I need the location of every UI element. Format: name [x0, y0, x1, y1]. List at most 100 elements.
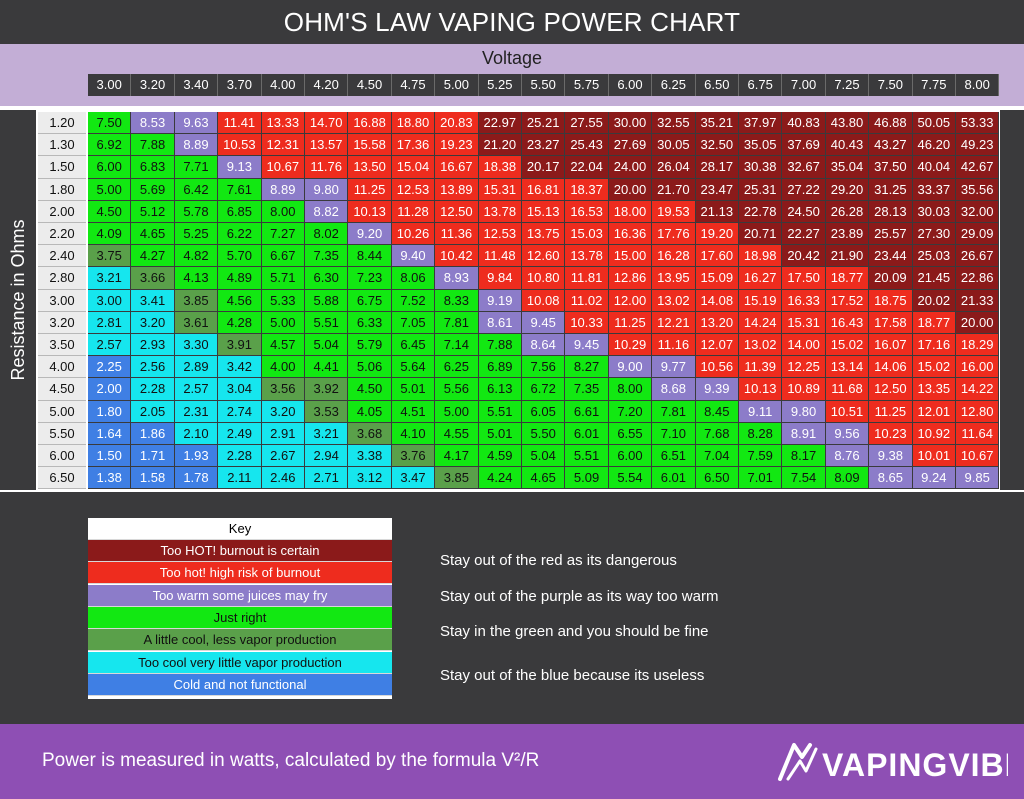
power-cell: 20.42: [782, 245, 826, 268]
power-cell: 13.33: [261, 112, 305, 135]
power-cell: 10.33: [565, 311, 609, 334]
power-cell: 25.03: [912, 245, 956, 268]
power-cell: 13.75: [522, 223, 566, 246]
power-cell: 13.89: [435, 178, 479, 201]
resistance-tick: 4.50: [38, 378, 86, 401]
power-cell: 6.33: [348, 311, 392, 334]
power-cell: 9.45: [565, 334, 609, 357]
power-cell: 10.26: [391, 223, 436, 246]
power-cell: 3.53: [305, 400, 349, 423]
power-cell: 14.06: [869, 356, 913, 379]
power-cell: 9.24: [912, 467, 956, 490]
power-cell: 8.61: [478, 311, 522, 334]
power-cell: 10.92: [912, 422, 956, 445]
power-cell: 18.00: [608, 200, 653, 223]
power-cell: 6.75: [348, 289, 392, 312]
power-cell: 11.02: [565, 289, 609, 312]
voltage-tick: 4.50: [348, 74, 392, 96]
voltage-tick: 7.00: [782, 74, 826, 96]
power-cell: 8.68: [652, 378, 696, 401]
power-cell: 21.13: [695, 200, 739, 223]
power-cell: 14.00: [782, 334, 826, 357]
power-cell: 24.00: [608, 156, 653, 179]
power-cell: 5.06: [348, 356, 392, 379]
power-cell: 27.22: [782, 178, 826, 201]
power-cell: 3.42: [218, 356, 262, 379]
power-cell: 10.89: [782, 378, 826, 401]
power-cell: 25.43: [565, 134, 609, 157]
power-cell: 3.38: [348, 445, 392, 468]
power-cell: 10.08: [522, 289, 566, 312]
power-cell: 6.89: [478, 356, 522, 379]
power-cell: 8.44: [348, 245, 392, 268]
y-axis-band: [0, 110, 36, 490]
power-cell: 5.25: [174, 223, 219, 246]
power-cell: 8.17: [782, 445, 826, 468]
power-cell: 9.63: [174, 112, 219, 135]
power-cell: 5.69: [131, 178, 175, 201]
power-cell: 25.21: [522, 112, 566, 135]
power-cell: 8.89: [174, 134, 219, 157]
power-cell: 1.58: [131, 467, 175, 490]
power-cell: 4.10: [391, 422, 436, 445]
power-cell: 6.01: [652, 467, 696, 490]
power-cell: 13.57: [305, 134, 349, 157]
power-cell: 6.55: [608, 422, 653, 445]
power-cell: 2.31: [174, 400, 219, 423]
power-cell: 18.98: [739, 245, 783, 268]
power-cell: 7.52: [391, 289, 436, 312]
power-cell: 17.50: [782, 267, 826, 290]
power-cell: 23.89: [825, 223, 870, 246]
resistance-tick: 2.00: [38, 200, 86, 223]
resistance-tick: 5.50: [38, 422, 86, 445]
power-cell: 19.23: [435, 134, 479, 157]
power-cell: 2.93: [131, 334, 175, 357]
power-cell: 3.20: [131, 311, 175, 334]
power-cell: 9.77: [652, 356, 696, 379]
legend-title: Key: [88, 518, 392, 540]
power-cell: 11.64: [956, 422, 1000, 445]
power-cell: 15.00: [608, 245, 653, 268]
power-cell: 23.27: [522, 134, 566, 157]
power-cell: 30.00: [608, 112, 653, 135]
voltage-tick: 5.00: [435, 74, 479, 96]
power-cell: 13.20: [695, 311, 739, 334]
power-cell: 9.11: [739, 400, 783, 423]
power-cell: 5.04: [522, 445, 566, 468]
power-cell: 12.25: [782, 356, 826, 379]
power-cell: 8.33: [435, 289, 479, 312]
power-cell: 7.81: [435, 311, 479, 334]
power-cell: 7.81: [652, 400, 696, 423]
power-cell: 8.91: [782, 422, 826, 445]
power-cell: 13.02: [652, 289, 696, 312]
power-cell: 19.53: [652, 200, 696, 223]
power-cell: 22.27: [782, 223, 826, 246]
power-cell: 2.05: [131, 400, 175, 423]
power-cell: 46.20: [912, 134, 956, 157]
power-cell: 6.92: [88, 134, 132, 157]
voltage-tick: 6.25: [652, 74, 696, 96]
power-cell: 30.03: [912, 200, 956, 223]
power-cell: 1.78: [174, 467, 219, 490]
power-cell: 2.89: [174, 356, 219, 379]
power-cell: 5.00: [261, 311, 305, 334]
power-cell: 4.13: [174, 267, 219, 290]
formula-note: Power is measured in watts, calculated b…: [42, 750, 540, 771]
divider: [0, 106, 1024, 110]
power-cell: 7.35: [565, 378, 609, 401]
power-cell: 5.56: [435, 378, 479, 401]
power-cell: 4.65: [522, 467, 566, 490]
power-cell: 2.71: [305, 467, 349, 490]
power-cell: 22.78: [739, 200, 783, 223]
power-cell: 12.86: [608, 267, 653, 290]
power-cell: 12.53: [391, 178, 436, 201]
power-cell: 16.81: [522, 178, 566, 201]
power-cell: 7.56: [522, 356, 566, 379]
power-cell: 26.04: [652, 156, 696, 179]
power-cell: 20.83: [435, 112, 479, 135]
power-cell: 3.30: [174, 334, 219, 357]
power-cell: 8.93: [435, 267, 479, 290]
power-cell: 6.13: [478, 378, 522, 401]
legend-item: Too HOT! burnout is certain: [88, 540, 392, 562]
power-cell: 27.30: [912, 223, 956, 246]
